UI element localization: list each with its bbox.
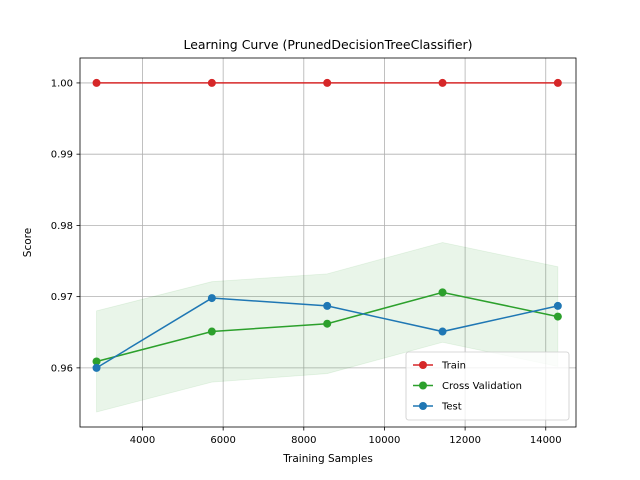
data-point <box>207 294 216 303</box>
x-tick-label: 10000 <box>369 435 401 446</box>
x-tick-label: 6000 <box>210 435 235 446</box>
legend-marker <box>419 402 427 410</box>
y-tick-label: 0.96 <box>51 363 73 374</box>
axis-ticks: 4000 6000 8000 10000 12000 14000 0.96 0.97 0.98 0… <box>51 78 562 446</box>
data-point <box>553 78 562 87</box>
series-cross-validation <box>92 288 562 366</box>
data-point <box>207 327 216 336</box>
y-tick-label: 1.00 <box>51 78 73 89</box>
legend-box <box>405 351 570 421</box>
data-point <box>92 363 101 372</box>
data-point <box>438 78 447 87</box>
data-point <box>207 78 216 87</box>
x-tick-label: 4000 <box>130 435 155 446</box>
data-point <box>323 301 332 310</box>
chart-title: Learning Curve (PrunedDecisionTreeClassi… <box>183 37 472 52</box>
legend-marker <box>419 361 427 369</box>
x-tick-label: 12000 <box>449 435 481 446</box>
data-point <box>92 78 101 87</box>
legend-item: Cross Validation <box>413 381 522 392</box>
data-point <box>553 312 562 321</box>
x-axis-label: Training Samples <box>282 453 373 465</box>
series-train <box>92 78 562 87</box>
legend-item: Train <box>413 361 466 372</box>
y-tick-label: 0.98 <box>51 221 73 232</box>
y-tick-label: 0.99 <box>51 150 73 161</box>
data-point <box>323 78 332 87</box>
series <box>92 78 562 372</box>
data-point <box>323 319 332 328</box>
legend-item: Test <box>413 402 462 413</box>
x-tick-label: 14000 <box>530 435 562 446</box>
y-axis-label: Score <box>22 228 34 257</box>
data-point <box>553 301 562 310</box>
y-tick-label: 0.97 <box>51 292 73 303</box>
legend-label: Cross Validation <box>442 381 522 392</box>
plot-frame <box>79 57 577 428</box>
legend-label: Train <box>441 361 466 372</box>
data-point <box>438 288 447 297</box>
data-point <box>92 357 101 366</box>
legend-label: Test <box>441 402 462 413</box>
legend-marker <box>419 381 427 390</box>
x-tick-label: 8000 <box>291 435 316 446</box>
data-point <box>438 327 447 336</box>
series-test <box>92 294 562 372</box>
legend: Train Cross Validation Test <box>405 351 570 421</box>
